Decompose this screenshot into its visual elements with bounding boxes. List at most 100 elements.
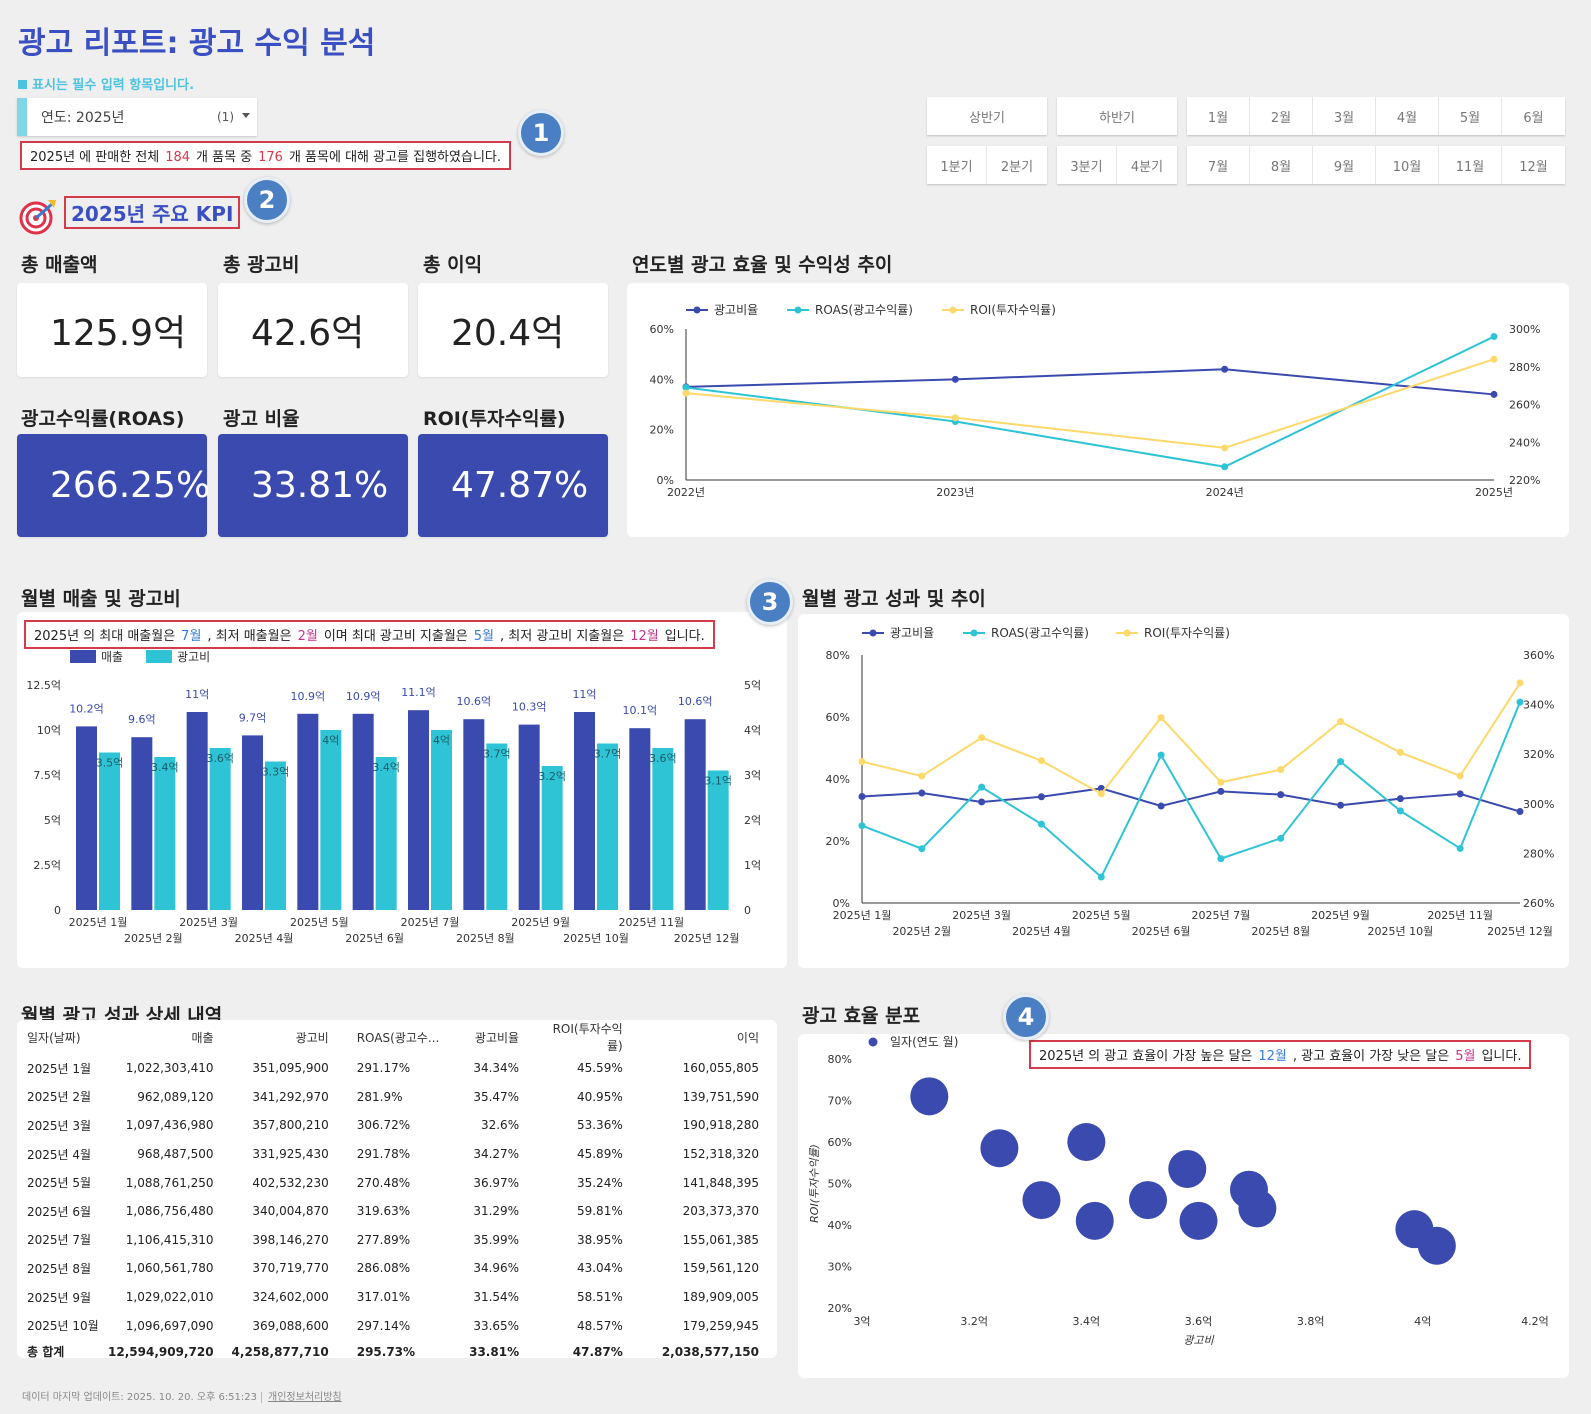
button-month-10[interactable]: 10월 [1376,146,1439,184]
col-date[interactable]: 일자(날짜) [27,1030,81,1045]
button-month-4[interactable]: 4월 [1376,97,1439,135]
badge-2: 2 [244,177,290,223]
monthly-bar-panel: 0 2.5억 5억 7.5억 10억 12.5억 0 1억 2억 3억 4억 5억 10.2억 3.5억 2… [17,612,787,968]
right-tick-label: 300% [1509,323,1540,336]
button-second-half[interactable]: 하반기 [1099,110,1135,126]
data-point [1277,791,1285,799]
kpi-card-total-profit: 20.4억 [418,283,608,377]
right-tick-label: 280% [1509,361,1540,374]
y-tick-label: 30% [828,1261,852,1274]
button-q4[interactable]: 4분기 [1130,159,1164,175]
y-tick-label: 40% [828,1219,852,1232]
sales-bar [574,712,595,910]
table-header-row: 일자(날짜) 매출 광고비 ROAS(광고수... 광고비율 ROI(투자수익률… [17,1020,777,1054]
x-tick-label: 3.4억 [1073,1315,1101,1328]
data-point [1490,355,1498,363]
table-row: 2025년 4월 968,487,500 331,925,430 291.78% 34.… [17,1140,777,1169]
sales-data-label: 11.1억 [401,686,436,699]
table-cell: 357,800,210 [252,1118,329,1133]
chevron-down-icon [242,113,250,118]
table-cell: 2025년 1월 [27,1061,92,1076]
year-select[interactable]: 연도: 2025년 (1) [17,98,257,136]
privacy-link[interactable]: 개인정보처리방침 [261,1392,342,1403]
x-tick-label: 2025년 5월 [290,916,349,929]
sales-bar [463,719,485,910]
button-month-7[interactable]: 7월 [1187,146,1250,184]
table-cell: 31.29% [473,1204,520,1219]
col-sales[interactable]: 매출 [191,1030,214,1045]
yearly-chart-title: 연도별 광고 효율 및 수익성 추이 [632,254,893,276]
data-point [1490,333,1498,341]
button-month-3[interactable]: 3월 [1313,97,1376,135]
button-month-2[interactable]: 2월 [1250,97,1313,135]
table-cell: 306.72% [356,1118,411,1133]
table-row: 2025년 1월 1,022,303,410 351,095,900 291.17% 3… [17,1054,777,1083]
table-cell: 1,097,436,980 [125,1118,214,1133]
ad-ratio-legend-label: 광고비율 [714,303,758,317]
required-note: 표시는 필수 입력 항목입니다. [18,74,194,93]
scatter-point [1129,1181,1168,1220]
table-total-cell: 47.87% [572,1344,623,1359]
y-tick-label: 20% [828,1302,852,1315]
button-month-1[interactable]: 1월 [1187,97,1250,135]
button-q1[interactable]: 1분기 [927,146,987,184]
right-tick-label: 280% [1523,847,1554,860]
sales-bar [352,713,374,910]
table-cell: 45.59% [576,1061,623,1076]
x-tick-label: 2025년 12월 [1487,925,1553,938]
data-point [1516,698,1524,706]
ad-cost-data-label: 3.7억 [483,748,511,761]
left-tick-label: 0% [657,474,674,487]
ad-cost-bar [209,748,231,910]
right-tick-label: 240% [1509,436,1540,449]
x-tick-label: 2025년 1월 [69,916,128,929]
scatter-point [980,1129,1019,1168]
col-roas[interactable]: ROAS(광고수... [356,1030,440,1045]
data-point [1490,390,1498,398]
sales-data-label: 10.3억 [512,701,547,714]
data-point [1037,820,1045,828]
data-point [918,789,926,797]
scatter-point [1179,1201,1218,1240]
scatter-point [1238,1189,1277,1228]
y-tick-label: 50% [828,1178,852,1191]
table-cell: 2025년 9월 [27,1290,92,1305]
col-ad-cost[interactable]: 광고비 [295,1030,329,1045]
col-roi[interactable]: ROI(투자수익률) [552,1022,623,1053]
ad-cost-legend-swatch [146,650,172,663]
data-point [682,389,690,397]
roi-legend-label: ROI(투자수익률) [970,303,1056,317]
button-q3[interactable]: 3분기 [1057,146,1117,184]
monthly-bar-title: 월별 매출 및 광고비 [21,588,181,610]
table-cell: 45.89% [576,1147,623,1162]
x-tick-label: 2025년 11월 [618,916,684,929]
button-month-9[interactable]: 9월 [1313,146,1376,184]
table-cell: 152,318,320 [682,1147,759,1162]
button-month-8[interactable]: 8월 [1250,146,1313,184]
data-point [1277,766,1285,774]
ad-ratio-legend-marker [869,629,877,637]
button-month-6[interactable]: 6월 [1523,110,1544,126]
table-cell: 341,292,970 [252,1089,329,1104]
x-tick-label: 2025년 5월 [1072,909,1131,922]
data-point [951,414,959,422]
x-tick-label: 2025년 10월 [1367,925,1433,938]
table-cell: 1,086,756,480 [125,1204,214,1219]
scatter-point [910,1077,949,1116]
month-group-1: 1월 2월 3월 4월 5월 6월 [1187,97,1565,135]
data-point [978,783,986,791]
right-tick-label: 4억 [744,724,761,737]
button-month-5[interactable]: 5월 [1439,97,1502,135]
x-tick-label: 2025년 10월 [563,932,629,945]
col-ad-ratio[interactable]: 광고비율 [474,1030,520,1045]
col-profit[interactable]: 이익 [736,1030,759,1045]
button-month-12[interactable]: 12월 [1519,159,1548,175]
table-cell: 141,848,395 [682,1175,759,1190]
left-tick-label: 80% [826,649,850,662]
button-first-half[interactable]: 상반기 [969,110,1005,126]
button-q2[interactable]: 2분기 [1000,159,1034,175]
left-tick-label: 12.5억 [26,679,61,692]
button-month-11[interactable]: 11월 [1439,146,1502,184]
roas-legend-marker [794,306,802,314]
table-cell: 35.24% [576,1175,623,1190]
